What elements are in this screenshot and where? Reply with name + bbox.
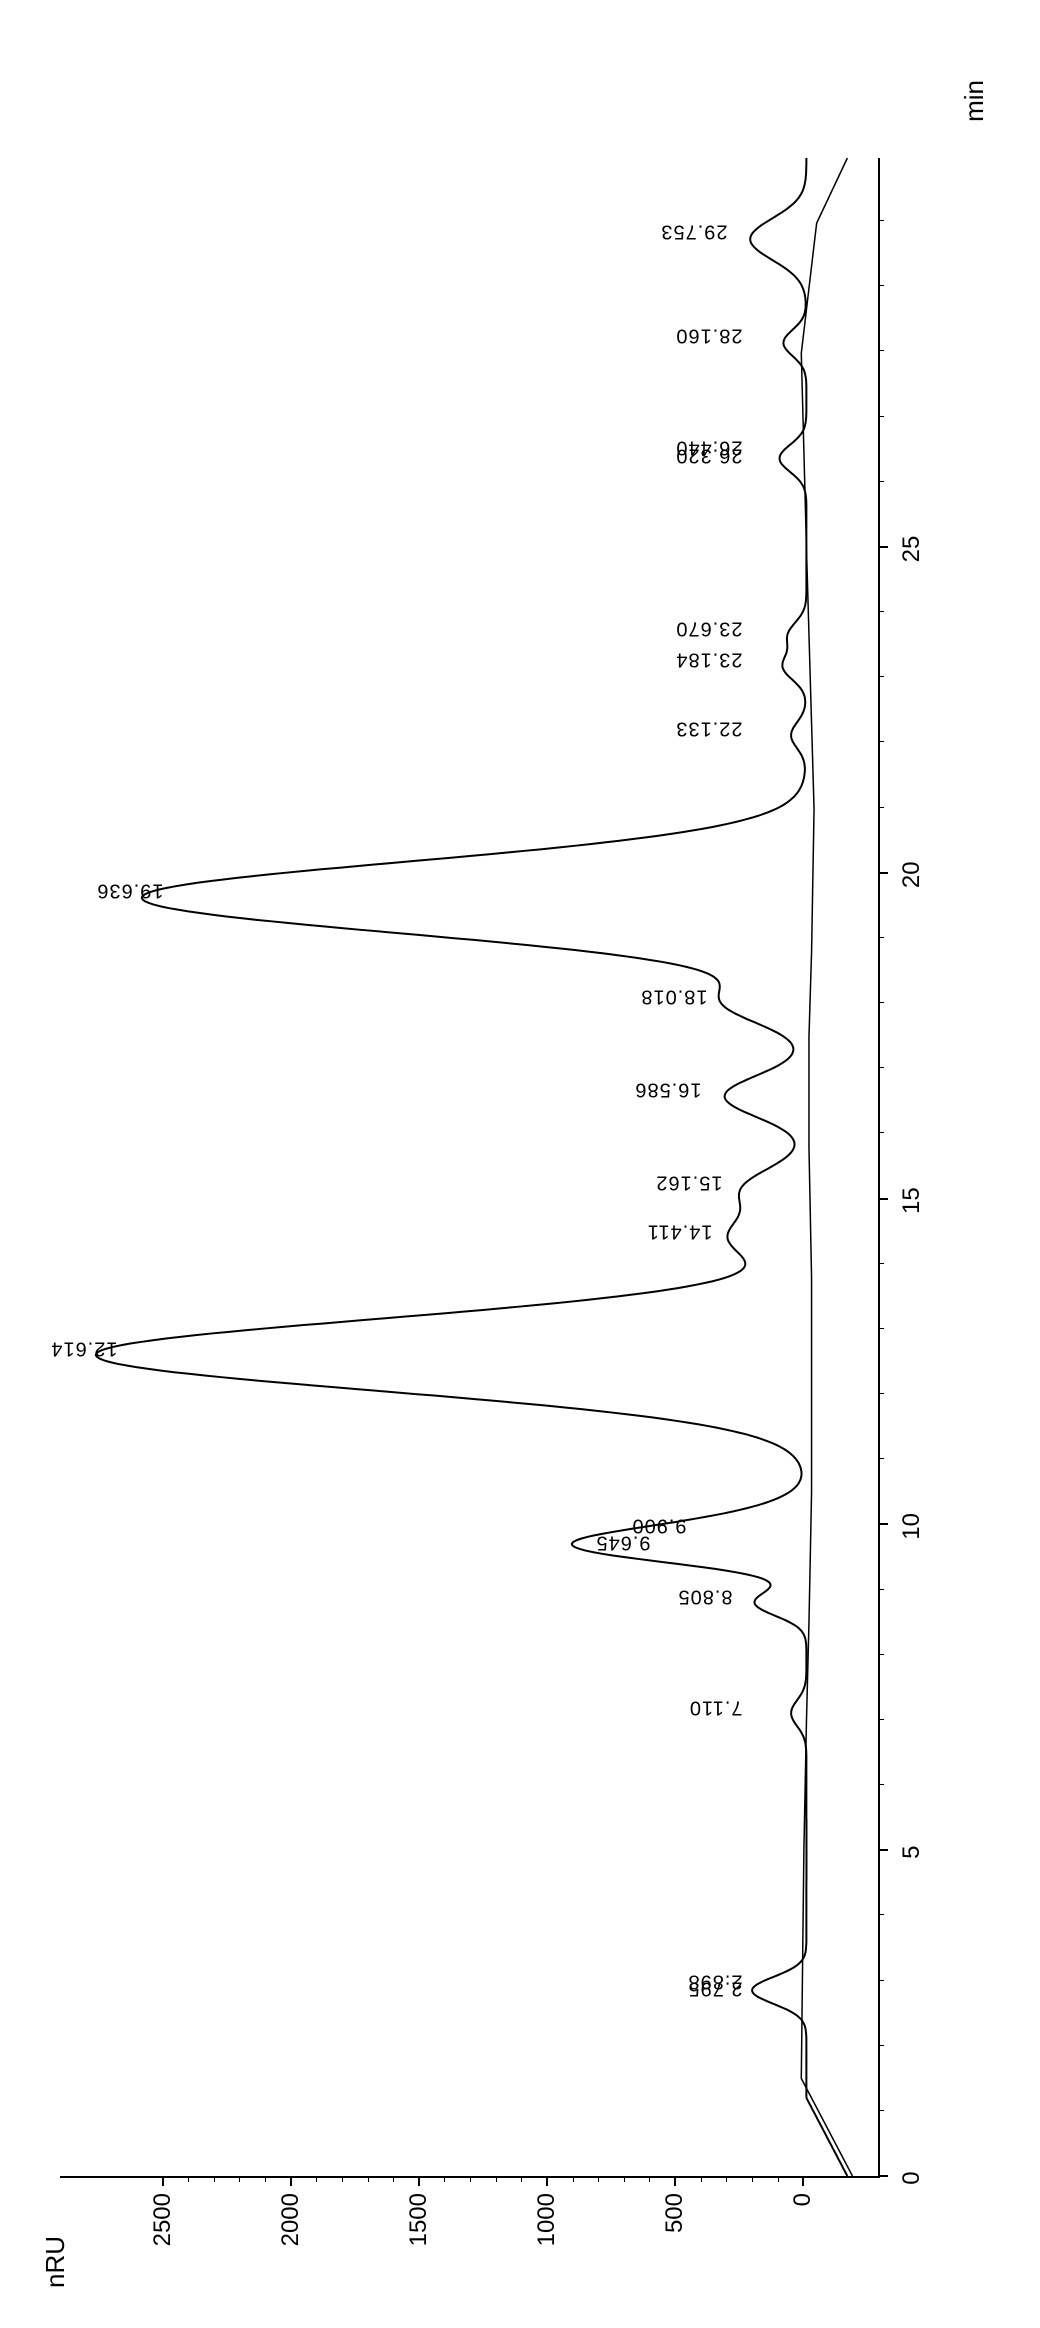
y-axis-title: nRU [40, 2236, 71, 2288]
plot-area [60, 158, 880, 2178]
peak-label: 14.411 [646, 1219, 712, 1242]
chromatogram-container: nRU min 0 500 1000 1500 2000 2500 0 5 10 15 20 25 2.… [0, 0, 1040, 2328]
y-tick-label: 1000 [533, 2193, 561, 2293]
peak-label: 23.184 [676, 648, 743, 671]
peak-label: 28.160 [676, 324, 743, 347]
y-tick-label: 1500 [405, 2193, 433, 2293]
chromatogram-trace [60, 158, 878, 2176]
peak-label: 29.753 [660, 220, 727, 243]
peak-label: 26.440 [676, 436, 743, 459]
x-tick-label: 0 [898, 2153, 926, 2203]
peak-label: 12.614 [50, 1337, 117, 1360]
x-axis-title: min [959, 80, 990, 122]
peak-label: 2.898 [688, 1970, 743, 1993]
y-tick-label: 2000 [277, 2193, 305, 2293]
x-tick-label: 25 [898, 524, 926, 574]
x-tick-label: 15 [898, 1176, 926, 1226]
peak-label: 18.018 [640, 984, 707, 1007]
x-tick-label: 10 [898, 1501, 926, 1551]
peak-label: 22.133 [676, 716, 743, 739]
peak-label: 9.900 [631, 1513, 686, 1536]
y-tick-label: 2500 [149, 2193, 177, 2293]
x-tick-label: 20 [898, 850, 926, 900]
y-tick-label: 0 [789, 2193, 817, 2293]
peak-label: 16.586 [635, 1078, 702, 1101]
peak-label: 7.110 [689, 1695, 743, 1718]
peak-label: 8.805 [678, 1585, 733, 1608]
x-tick-label: 5 [898, 1827, 926, 1877]
y-tick-label: 500 [661, 2193, 689, 2293]
peak-label: 19.636 [96, 879, 163, 902]
peak-label: 23.670 [676, 616, 743, 639]
peak-label: 15.162 [655, 1171, 722, 1194]
